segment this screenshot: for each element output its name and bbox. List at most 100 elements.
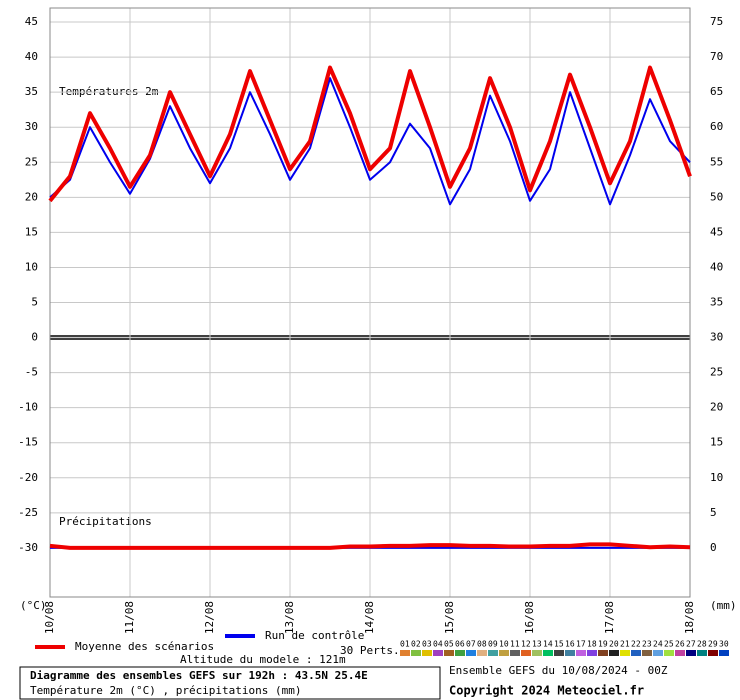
member-swatch bbox=[400, 650, 410, 656]
member-label: 05 bbox=[444, 640, 454, 649]
footer-box bbox=[19, 666, 441, 700]
member-swatch bbox=[664, 650, 674, 656]
y2-tick-label: 15 bbox=[710, 436, 723, 449]
member-label: 19 bbox=[598, 640, 608, 649]
y2-tick-label: 45 bbox=[710, 225, 723, 238]
x-tick-label: 11/08 bbox=[123, 601, 136, 634]
y2-tick-label: 20 bbox=[710, 401, 723, 414]
member-label: 02 bbox=[411, 640, 421, 649]
member-label: 04 bbox=[433, 640, 443, 649]
member-label: 25 bbox=[664, 640, 674, 649]
footer-subtitle: Température 2m (°C) , précipitations (mm… bbox=[30, 684, 302, 697]
member-swatch bbox=[433, 650, 443, 656]
member-label: 08 bbox=[477, 640, 487, 649]
member-label: 11 bbox=[510, 640, 520, 649]
member-swatch bbox=[488, 650, 498, 656]
y2-tick-label: 55 bbox=[710, 155, 723, 168]
x-tick-label: 17/08 bbox=[603, 601, 616, 634]
y-tick-label: 25 bbox=[25, 155, 38, 168]
member-swatch bbox=[708, 650, 718, 656]
x-tick-label: 16/08 bbox=[523, 601, 536, 634]
member-label: 14 bbox=[543, 640, 553, 649]
member-swatch bbox=[587, 650, 597, 656]
legend-label: Moyenne des scénarios bbox=[75, 640, 214, 653]
y2-tick-label: 50 bbox=[710, 190, 723, 203]
member-swatch bbox=[653, 650, 663, 656]
member-label: 27 bbox=[686, 640, 696, 649]
member-swatch bbox=[686, 650, 696, 656]
y-tick-label: -15 bbox=[18, 436, 38, 449]
series-line bbox=[49, 77, 691, 206]
y-tick-label: 40 bbox=[25, 50, 38, 63]
temp-label: Températures 2m bbox=[59, 85, 159, 98]
y2-unit: (mm) bbox=[710, 599, 737, 612]
member-swatch bbox=[576, 650, 586, 656]
x-tick-label: 12/08 bbox=[203, 601, 216, 634]
member-label: 07 bbox=[466, 640, 476, 649]
member-label: 03 bbox=[422, 640, 432, 649]
y-tick-label: 45 bbox=[25, 15, 38, 28]
member-swatch bbox=[466, 650, 476, 656]
member-label: 01 bbox=[400, 640, 410, 649]
member-label: 23 bbox=[642, 640, 652, 649]
y-tick-label: 0 bbox=[31, 331, 38, 344]
member-label: 30 bbox=[719, 640, 729, 649]
y2-tick-label: 10 bbox=[710, 471, 723, 484]
member-swatch bbox=[697, 650, 707, 656]
member-swatch bbox=[411, 650, 421, 656]
member-label: 24 bbox=[653, 640, 663, 649]
member-swatch bbox=[554, 650, 564, 656]
member-swatch bbox=[543, 650, 553, 656]
x-tick-label: 14/08 bbox=[363, 601, 376, 634]
member-label: 17 bbox=[576, 640, 586, 649]
y2-tick-label: 25 bbox=[710, 366, 723, 379]
y-tick-label: -25 bbox=[18, 506, 38, 519]
member-swatch bbox=[477, 650, 487, 656]
y2-tick-label: 30 bbox=[710, 331, 723, 344]
member-swatch bbox=[719, 650, 729, 656]
y2-tick-label: 65 bbox=[710, 85, 723, 98]
footer-run: Ensemble GEFS du 10/08/2024 - 00Z bbox=[449, 664, 668, 677]
member-swatch bbox=[620, 650, 630, 656]
plot-frame bbox=[49, 7, 691, 598]
footer-copyright: Copyright 2024 Meteociel.fr bbox=[449, 684, 644, 698]
member-swatch bbox=[422, 650, 432, 656]
y2-tick-label: 5 bbox=[710, 506, 717, 519]
y2-tick-label: 35 bbox=[710, 296, 723, 309]
y-tick-label: 20 bbox=[25, 190, 38, 203]
precip-label: Précipitations bbox=[59, 515, 152, 528]
y-tick-label: 15 bbox=[25, 225, 38, 238]
footer-title: Diagramme des ensembles GEFS sur 192h : … bbox=[30, 669, 368, 682]
y2-tick-label: 75 bbox=[710, 15, 723, 28]
y-tick-label: -10 bbox=[18, 401, 38, 414]
y2-tick-label: 70 bbox=[710, 50, 723, 63]
member-label: 22 bbox=[631, 640, 641, 649]
member-label: 20 bbox=[609, 640, 619, 649]
y-unit: (°C) bbox=[20, 599, 47, 612]
perts-label: 30 Perts. bbox=[340, 644, 400, 657]
x-tick-label: 15/08 bbox=[443, 601, 456, 634]
y-tick-label: -30 bbox=[18, 541, 38, 554]
member-swatch bbox=[455, 650, 465, 656]
member-swatch bbox=[675, 650, 685, 656]
member-label: 29 bbox=[708, 640, 718, 649]
x-tick-label: 10/08 bbox=[43, 601, 56, 634]
member-label: 15 bbox=[554, 640, 564, 649]
member-label: 26 bbox=[675, 640, 685, 649]
member-swatch bbox=[598, 650, 608, 656]
member-label: 13 bbox=[532, 640, 542, 649]
member-swatch bbox=[609, 650, 619, 656]
member-label: 18 bbox=[587, 640, 597, 649]
y-tick-label: 30 bbox=[25, 120, 38, 133]
member-swatch bbox=[565, 650, 575, 656]
x-tick-label: 13/08 bbox=[283, 601, 296, 634]
legend-label: Run de contrôle bbox=[265, 629, 364, 642]
series-line bbox=[49, 542, 691, 550]
member-label: 28 bbox=[697, 640, 707, 649]
member-label: 09 bbox=[488, 640, 498, 649]
member-swatch bbox=[499, 650, 509, 656]
series-line bbox=[48, 65, 692, 203]
x-tick-label: 18/08 bbox=[683, 601, 696, 634]
altitude: Altitude du modele : 121m bbox=[180, 653, 346, 666]
y2-tick-label: 0 bbox=[710, 541, 717, 554]
